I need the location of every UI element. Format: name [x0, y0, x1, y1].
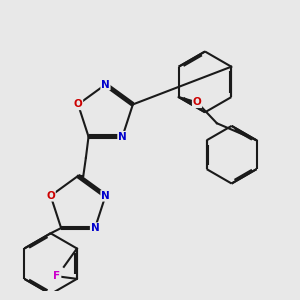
Text: N: N	[91, 223, 99, 233]
Text: N: N	[118, 132, 127, 142]
Text: N: N	[101, 80, 110, 89]
Text: N: N	[101, 191, 110, 201]
Text: O: O	[193, 97, 201, 107]
Text: O: O	[74, 99, 82, 110]
Text: O: O	[46, 191, 55, 201]
Text: F: F	[53, 271, 61, 281]
